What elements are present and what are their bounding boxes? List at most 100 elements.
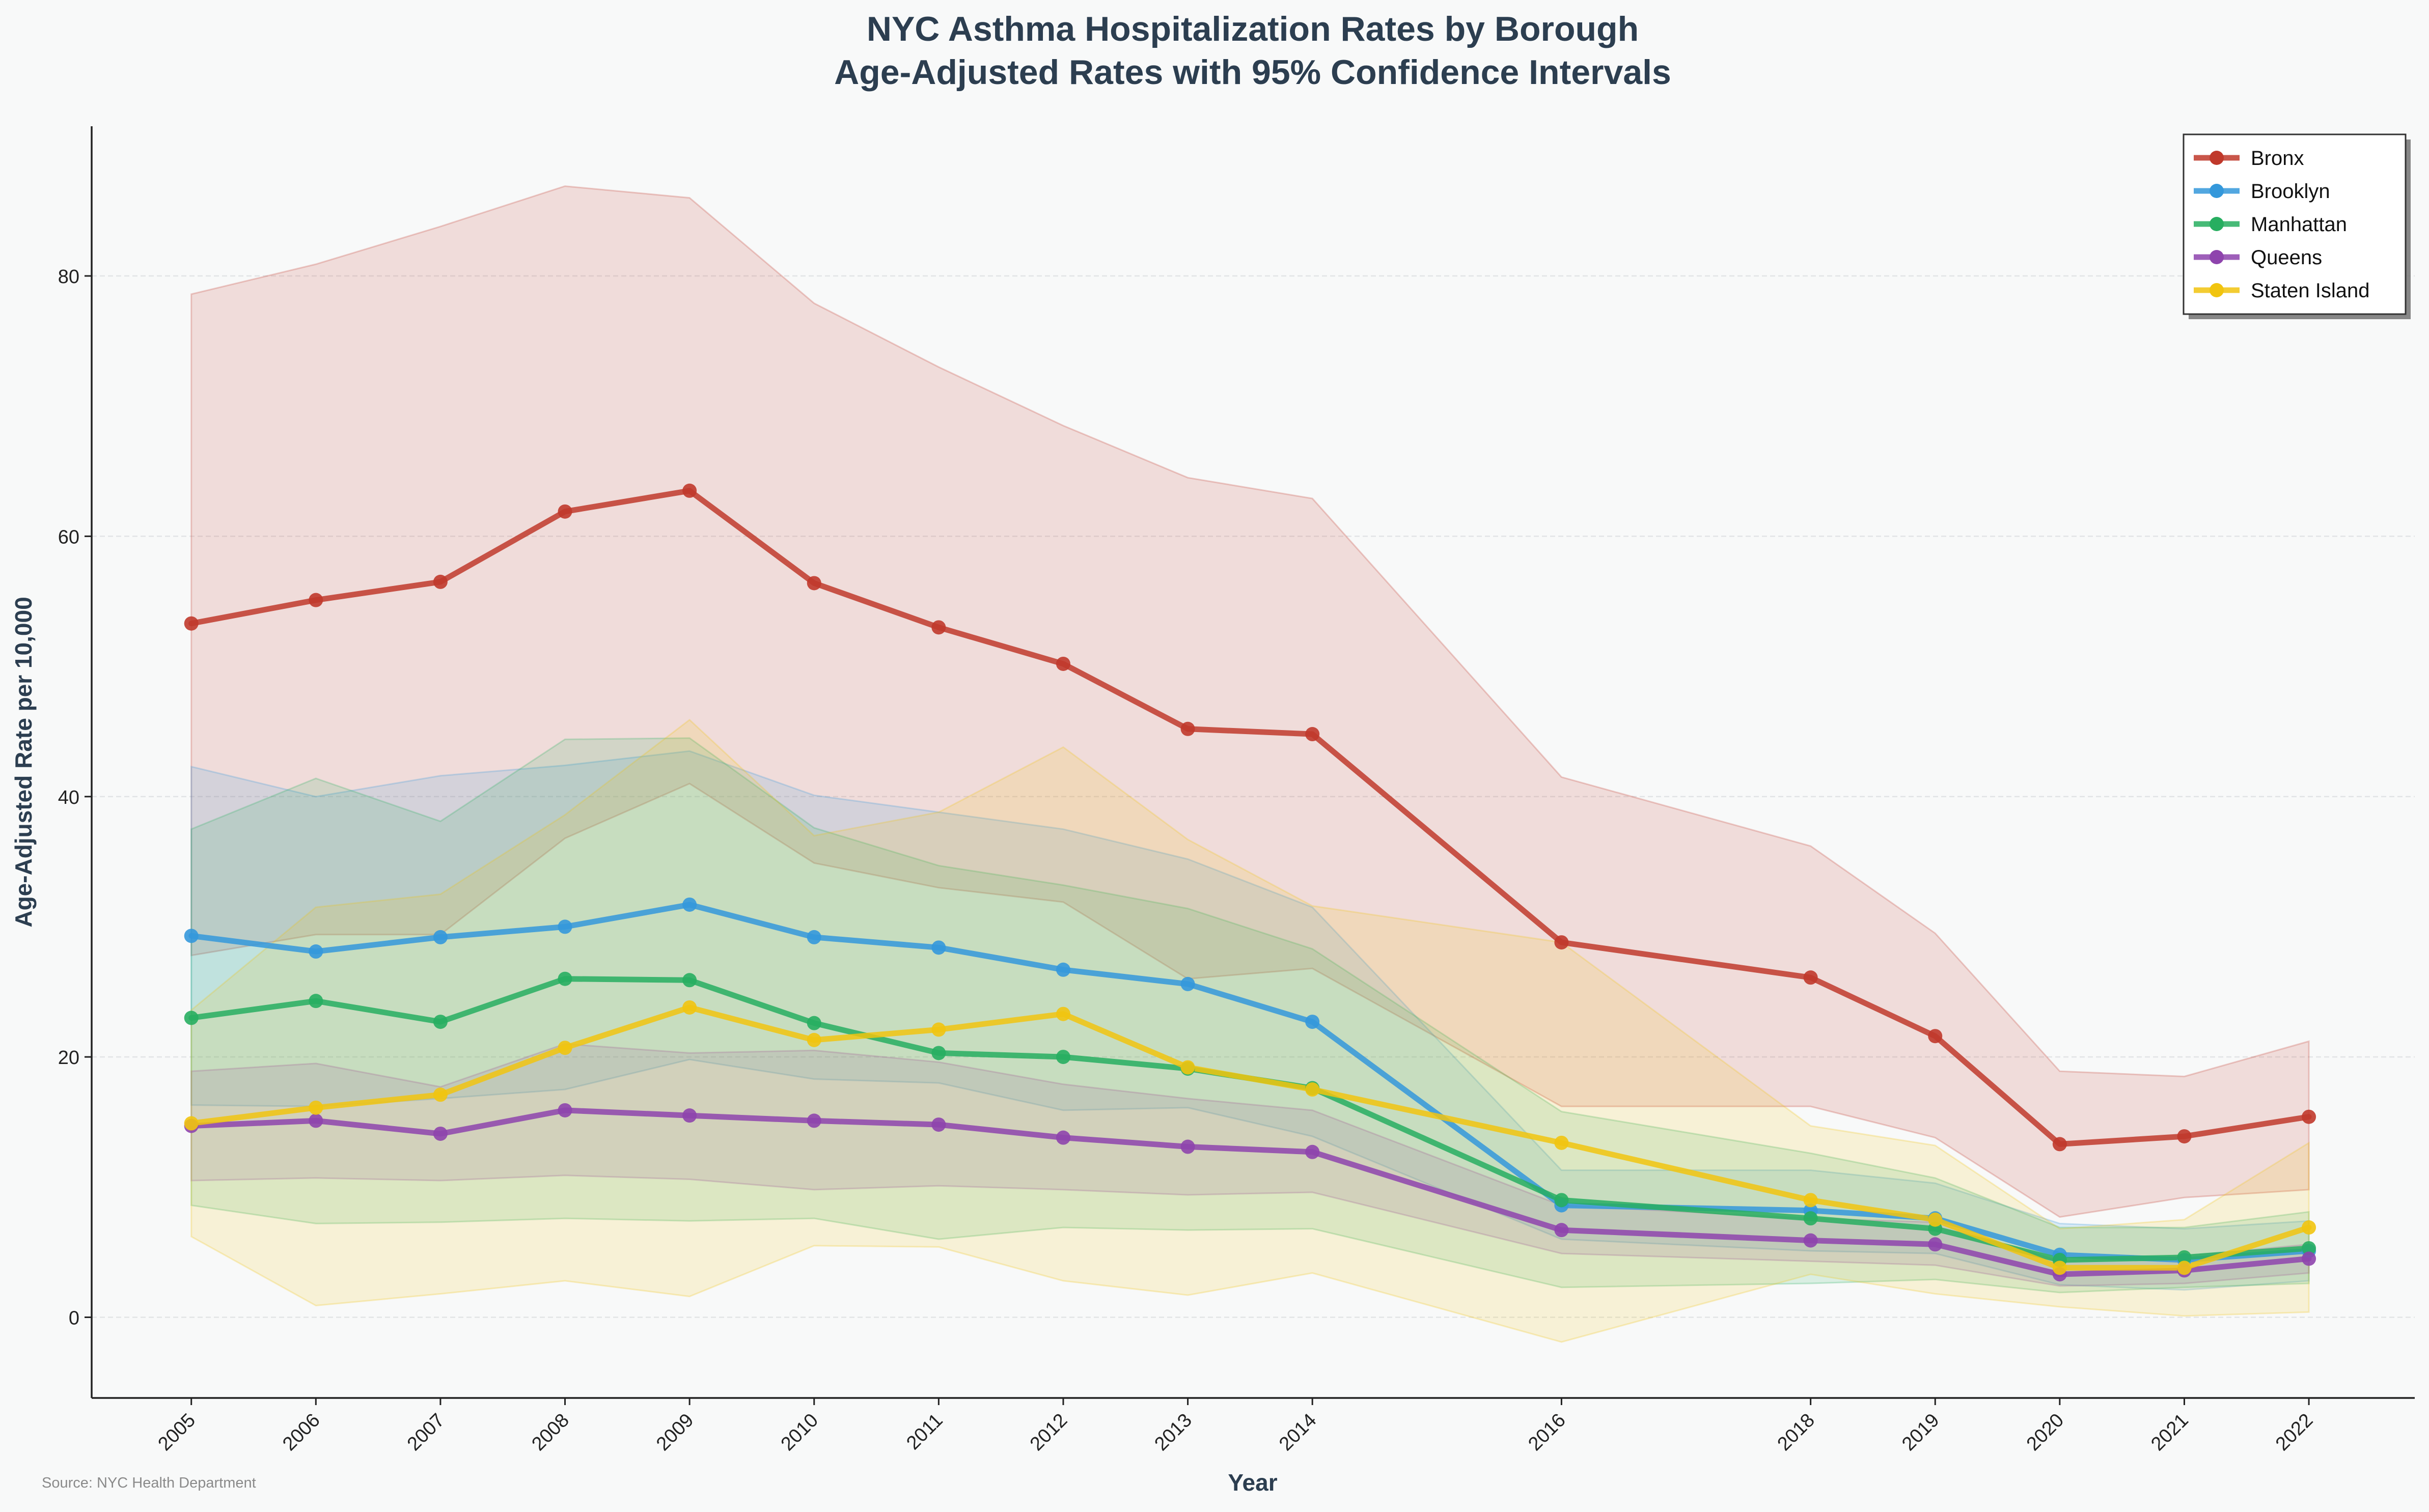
data-point-staten-island [807, 1032, 821, 1047]
data-point-bronx [433, 574, 448, 589]
ci-band-staten-island [190, 718, 2310, 1343]
data-point-manhattan [1554, 1193, 1569, 1208]
legend-entry-label: Brooklyn [2251, 180, 2330, 203]
data-point-manhattan [309, 994, 323, 1009]
data-point-manhattan [433, 1015, 448, 1029]
data-point-brooklyn [931, 940, 946, 955]
legend-marker [2210, 217, 2224, 231]
legend-entry-label: Queens [2251, 246, 2322, 269]
data-point-brooklyn [1056, 962, 1070, 977]
legend-marker [2210, 250, 2224, 264]
data-point-brooklyn [682, 897, 697, 912]
data-point-queens [807, 1113, 821, 1128]
data-point-brooklyn [558, 919, 572, 934]
data-point-staten-island [2302, 1220, 2316, 1235]
axes [85, 126, 2415, 1405]
data-point-bronx [682, 483, 697, 498]
legend-marker [2210, 151, 2224, 165]
series-lines [188, 488, 2312, 1277]
y-tick-label: 40 [58, 787, 79, 808]
data-point-manhattan [2177, 1250, 2192, 1265]
data-point-bronx [2302, 1109, 2316, 1124]
data-point-queens [1180, 1139, 1195, 1154]
y-tick-label: 60 [58, 526, 79, 548]
source-note: Source: NYC Health Department [42, 1475, 256, 1491]
series-line-brooklyn [188, 902, 2312, 1263]
data-point-bronx [1305, 727, 1320, 742]
data-point-brooklyn [309, 944, 323, 959]
data-point-bronx [558, 504, 572, 519]
data-point-staten-island [433, 1087, 448, 1102]
data-point-staten-island [2052, 1261, 2067, 1275]
data-point-staten-island [1928, 1212, 1943, 1227]
data-point-staten-island [1180, 1060, 1195, 1075]
data-point-staten-island [1554, 1135, 1569, 1150]
data-point-manhattan [1056, 1050, 1070, 1065]
series-line-queens [188, 1107, 2312, 1277]
data-point-queens [433, 1126, 448, 1141]
data-point-queens [1305, 1144, 1320, 1159]
data-point-bronx [1803, 970, 1818, 985]
chart-title: NYC Asthma Hospitalization Rates by Boro… [867, 10, 1639, 48]
confidence-bands [190, 185, 2310, 1343]
data-point-queens [1554, 1223, 1569, 1238]
data-point-staten-island [1305, 1082, 1320, 1097]
data-point-bronx [1056, 656, 1070, 671]
data-point-queens [931, 1117, 946, 1132]
data-point-bronx [184, 616, 199, 631]
legend: Bronx Brooklyn Manhattan Queens Staten Islan… [2183, 133, 2411, 319]
data-point-queens [1056, 1130, 1070, 1145]
data-point-queens [682, 1108, 697, 1123]
data-point-manhattan [1803, 1211, 1818, 1226]
legend-marker [2210, 184, 2224, 198]
data-point-bronx [807, 576, 821, 591]
data-point-manhattan [184, 1011, 199, 1025]
y-tick-label: 80 [58, 266, 79, 288]
data-point-bronx [2052, 1137, 2067, 1152]
legend-entry-label: Staten Island [2251, 279, 2370, 302]
data-point-staten-island [682, 1000, 697, 1015]
y-tick-label: 20 [58, 1047, 79, 1069]
data-point-staten-island [309, 1100, 323, 1115]
data-point-queens [1803, 1233, 1818, 1248]
data-point-queens [1928, 1237, 1943, 1252]
series-line-bronx [188, 488, 2312, 1147]
data-point-bronx [1928, 1029, 1943, 1044]
x-axis-label: Year [1228, 1469, 1277, 1496]
series-line-staten-island [188, 1004, 2312, 1271]
data-points [184, 483, 2316, 1282]
ci-band-manhattan [190, 737, 2310, 1294]
ci-band-brooklyn [190, 750, 2310, 1291]
data-point-brooklyn [1180, 976, 1195, 991]
data-point-manhattan [682, 973, 697, 988]
ci-band-queens [190, 1043, 2310, 1287]
data-point-staten-island [184, 1116, 199, 1131]
data-point-staten-island [1803, 1193, 1818, 1208]
data-point-bronx [2177, 1129, 2192, 1144]
data-point-staten-island [558, 1041, 572, 1055]
data-point-brooklyn [807, 930, 821, 944]
legend-marker [2210, 283, 2224, 297]
grid [92, 275, 2415, 1318]
y-axis-label: Age-Adjusted Rate per 10,000 [10, 597, 37, 927]
data-point-manhattan [931, 1046, 946, 1060]
data-point-manhattan [558, 971, 572, 986]
data-point-brooklyn [433, 930, 448, 944]
legend-entry-label: Manhattan [2251, 213, 2347, 236]
data-point-staten-island [1056, 1006, 1070, 1021]
data-point-brooklyn [184, 929, 199, 943]
data-point-manhattan [2302, 1241, 2316, 1255]
data-point-bronx [309, 593, 323, 607]
data-point-bronx [1554, 935, 1569, 950]
chart-subtitle: Age-Adjusted Rates with 95% Confidence I… [834, 53, 1671, 92]
data-point-staten-island [931, 1022, 946, 1037]
ci-band-bronx [190, 185, 2310, 1218]
legend-entry-label: Bronx [2251, 147, 2304, 170]
data-point-bronx [1180, 721, 1195, 736]
data-point-queens [309, 1113, 323, 1128]
data-point-manhattan [807, 1016, 821, 1030]
y-tick-label: 0 [69, 1307, 79, 1329]
data-point-queens [558, 1103, 572, 1117]
